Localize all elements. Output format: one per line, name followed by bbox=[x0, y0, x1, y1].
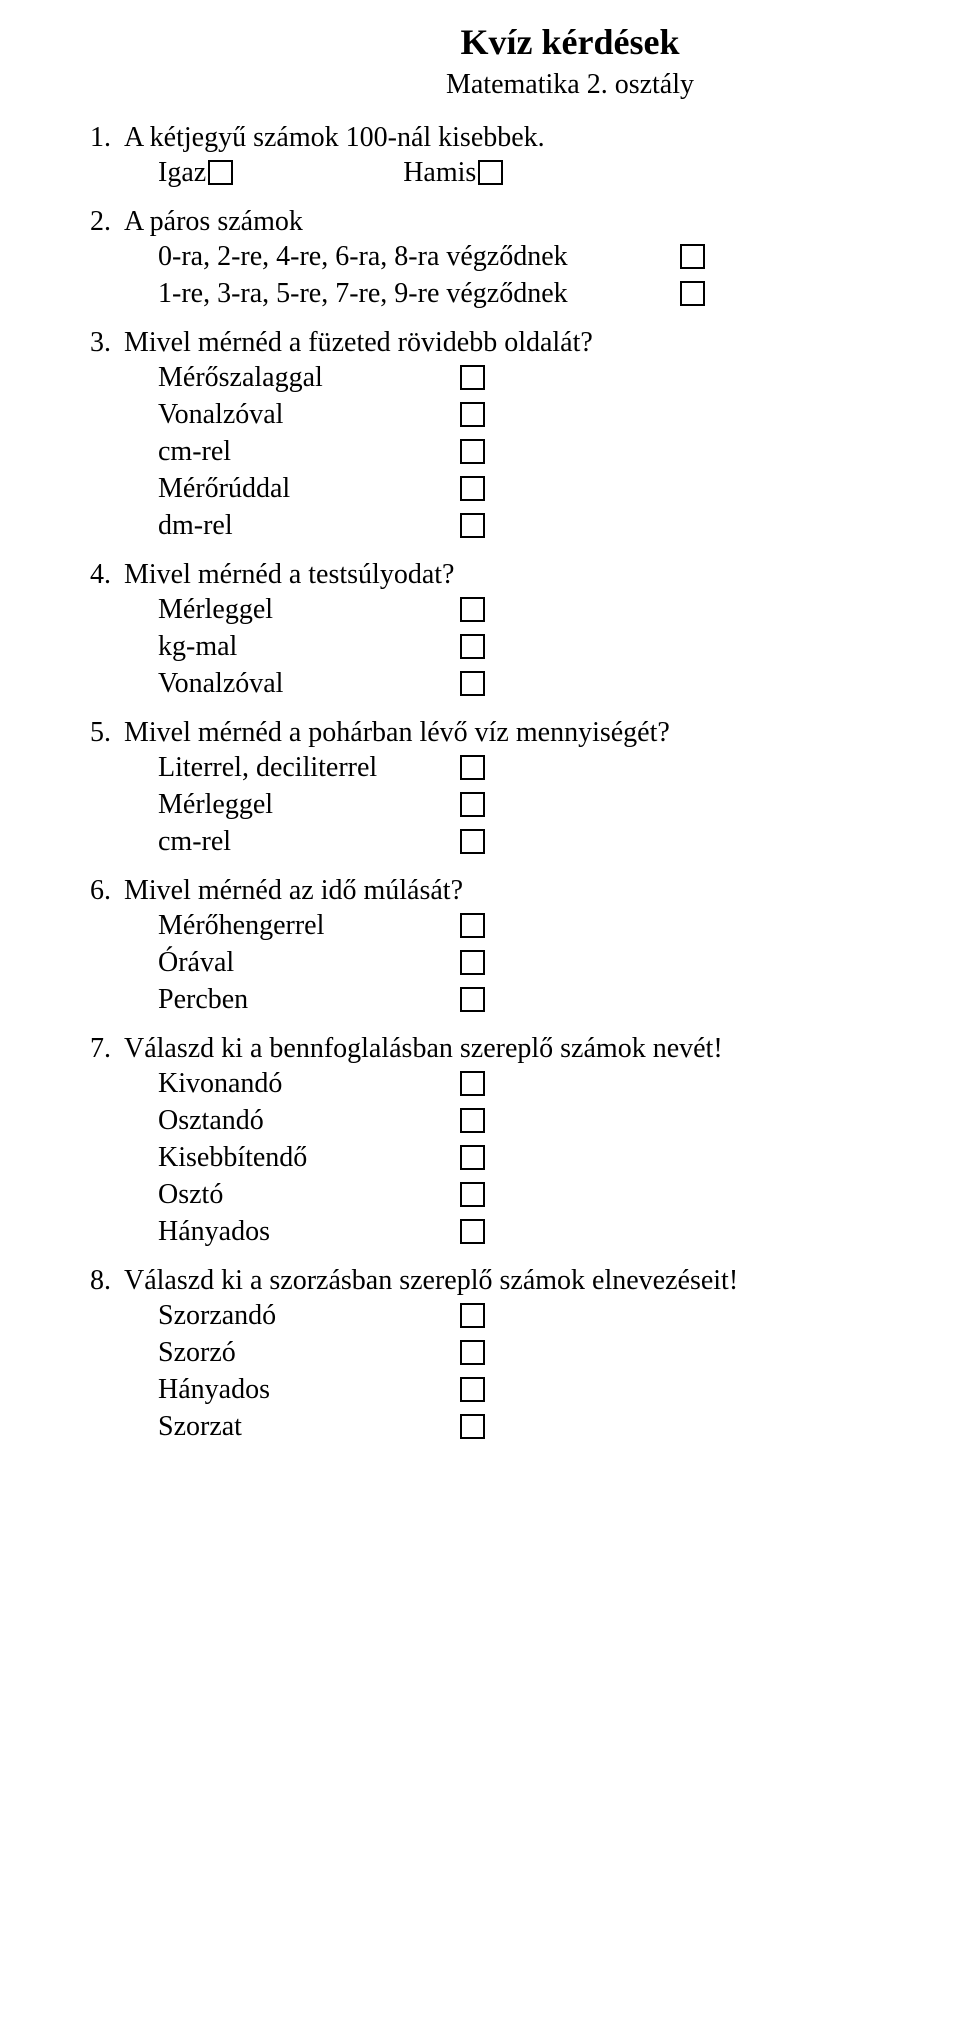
q7-opt-checkbox[interactable] bbox=[460, 1145, 485, 1170]
q6-text: Mivel mérnéd az idő múlását? bbox=[124, 873, 960, 908]
q6-opt-checkbox[interactable] bbox=[460, 950, 485, 975]
q7-opt-checkbox[interactable] bbox=[460, 1182, 485, 1207]
q4-opt-checkbox[interactable] bbox=[460, 597, 485, 622]
q4-number: 4. bbox=[90, 557, 124, 592]
quiz-subtitle: Matematika 2. osztály bbox=[90, 67, 960, 102]
q3-opt-label: Mérőszalaggal bbox=[158, 360, 458, 395]
q1-false-label: Hamis bbox=[403, 155, 476, 190]
q3-opt-checkbox[interactable] bbox=[460, 439, 485, 464]
question-5: 5. Mivel mérnéd a pohárban lévő víz menn… bbox=[90, 715, 960, 859]
q8-opt-label: Szorzandó bbox=[158, 1298, 458, 1333]
q7-opt-label: Kisebbítendő bbox=[158, 1140, 458, 1175]
q8-opt-label: Szorzó bbox=[158, 1335, 458, 1370]
q3-opt-label: Vonalzóval bbox=[158, 397, 458, 432]
q4-opt-label: kg-mal bbox=[158, 629, 458, 664]
q6-opt-checkbox[interactable] bbox=[460, 913, 485, 938]
q3-text: Mivel mérnéd a füzeted rövidebb oldalát? bbox=[124, 325, 960, 360]
q7-opt-checkbox[interactable] bbox=[460, 1071, 485, 1096]
q6-opt-label: Percben bbox=[158, 982, 458, 1017]
question-6: 6. Mivel mérnéd az idő múlását? Mérőheng… bbox=[90, 873, 960, 1017]
question-3: 3. Mivel mérnéd a füzeted rövidebb oldal… bbox=[90, 325, 960, 543]
q3-number: 3. bbox=[90, 325, 124, 360]
q5-opt-label: Literrel, deciliterrel bbox=[158, 750, 458, 785]
q7-opt-label: Osztandó bbox=[158, 1103, 458, 1138]
q8-opt-checkbox[interactable] bbox=[460, 1414, 485, 1439]
q2-opt1-checkbox[interactable] bbox=[680, 244, 705, 269]
q8-opt-checkbox[interactable] bbox=[460, 1377, 485, 1402]
q7-opt-label: Hányados bbox=[158, 1214, 458, 1249]
q8-opt-label: Hányados bbox=[158, 1372, 458, 1407]
q3-opt-label: dm-rel bbox=[158, 508, 458, 543]
q1-text: A kétjegyű számok 100-nál kisebbek. bbox=[124, 120, 960, 155]
question-7: 7. Válaszd ki a bennfoglalásban szereplő… bbox=[90, 1031, 960, 1249]
q6-number: 6. bbox=[90, 873, 124, 908]
q4-text: Mivel mérnéd a testsúlyodat? bbox=[124, 557, 960, 592]
q7-opt-checkbox[interactable] bbox=[460, 1108, 485, 1133]
q1-true-checkbox[interactable] bbox=[208, 160, 233, 185]
question-2: 2. A páros számok 0-ra, 2-re, 4-re, 6-ra… bbox=[90, 204, 960, 311]
q2-text: A páros számok bbox=[124, 204, 960, 239]
q4-opt-label: Mérleggel bbox=[158, 592, 458, 627]
q2-opt2-label: 1-re, 3-ra, 5-re, 7-re, 9-re végződnek bbox=[158, 276, 678, 311]
q3-opt-checkbox[interactable] bbox=[460, 402, 485, 427]
q4-opt-checkbox[interactable] bbox=[460, 671, 485, 696]
q1-true-label: Igaz bbox=[158, 155, 206, 190]
q5-opt-checkbox[interactable] bbox=[460, 755, 485, 780]
question-8: 8. Válaszd ki a szorzásban szereplő szám… bbox=[90, 1263, 960, 1444]
q7-number: 7. bbox=[90, 1031, 124, 1066]
q2-opt2-checkbox[interactable] bbox=[680, 281, 705, 306]
q8-number: 8. bbox=[90, 1263, 124, 1298]
q5-opt-label: Mérleggel bbox=[158, 787, 458, 822]
q2-number: 2. bbox=[90, 204, 124, 239]
q2-opt1-label: 0-ra, 2-re, 4-re, 6-ra, 8-ra végződnek bbox=[158, 239, 678, 274]
q8-opt-checkbox[interactable] bbox=[460, 1303, 485, 1328]
q5-number: 5. bbox=[90, 715, 124, 750]
q8-opt-label: Szorzat bbox=[158, 1409, 458, 1444]
q3-opt-checkbox[interactable] bbox=[460, 365, 485, 390]
q5-opt-checkbox[interactable] bbox=[460, 792, 485, 817]
q5-opt-label: cm-rel bbox=[158, 824, 458, 859]
q5-opt-checkbox[interactable] bbox=[460, 829, 485, 854]
q7-opt-label: Kivonandó bbox=[158, 1066, 458, 1101]
q3-opt-label: Mérőrúddal bbox=[158, 471, 458, 506]
q6-opt-checkbox[interactable] bbox=[460, 987, 485, 1012]
q6-opt-label: Órával bbox=[158, 945, 458, 980]
question-4: 4. Mivel mérnéd a testsúlyodat? Mérlegge… bbox=[90, 557, 960, 701]
q7-text: Válaszd ki a bennfoglalásban szereplő sz… bbox=[124, 1031, 960, 1066]
q7-opt-checkbox[interactable] bbox=[460, 1219, 485, 1244]
q1-false-checkbox[interactable] bbox=[478, 160, 503, 185]
q8-text: Válaszd ki a szorzásban szereplő számok … bbox=[124, 1263, 960, 1298]
q3-opt-label: cm-rel bbox=[158, 434, 458, 469]
q6-opt-label: Mérőhengerrel bbox=[158, 908, 458, 943]
q4-opt-checkbox[interactable] bbox=[460, 634, 485, 659]
q4-opt-label: Vonalzóval bbox=[158, 666, 458, 701]
q3-opt-checkbox[interactable] bbox=[460, 476, 485, 501]
q7-opt-label: Osztó bbox=[158, 1177, 458, 1212]
q5-text: Mivel mérnéd a pohárban lévő víz mennyis… bbox=[124, 715, 960, 750]
quiz-title: Kvíz kérdések bbox=[90, 20, 960, 65]
question-1: 1. A kétjegyű számok 100-nál kisebbek. I… bbox=[90, 120, 960, 190]
q1-number: 1. bbox=[90, 120, 124, 155]
q3-opt-checkbox[interactable] bbox=[460, 513, 485, 538]
q8-opt-checkbox[interactable] bbox=[460, 1340, 485, 1365]
